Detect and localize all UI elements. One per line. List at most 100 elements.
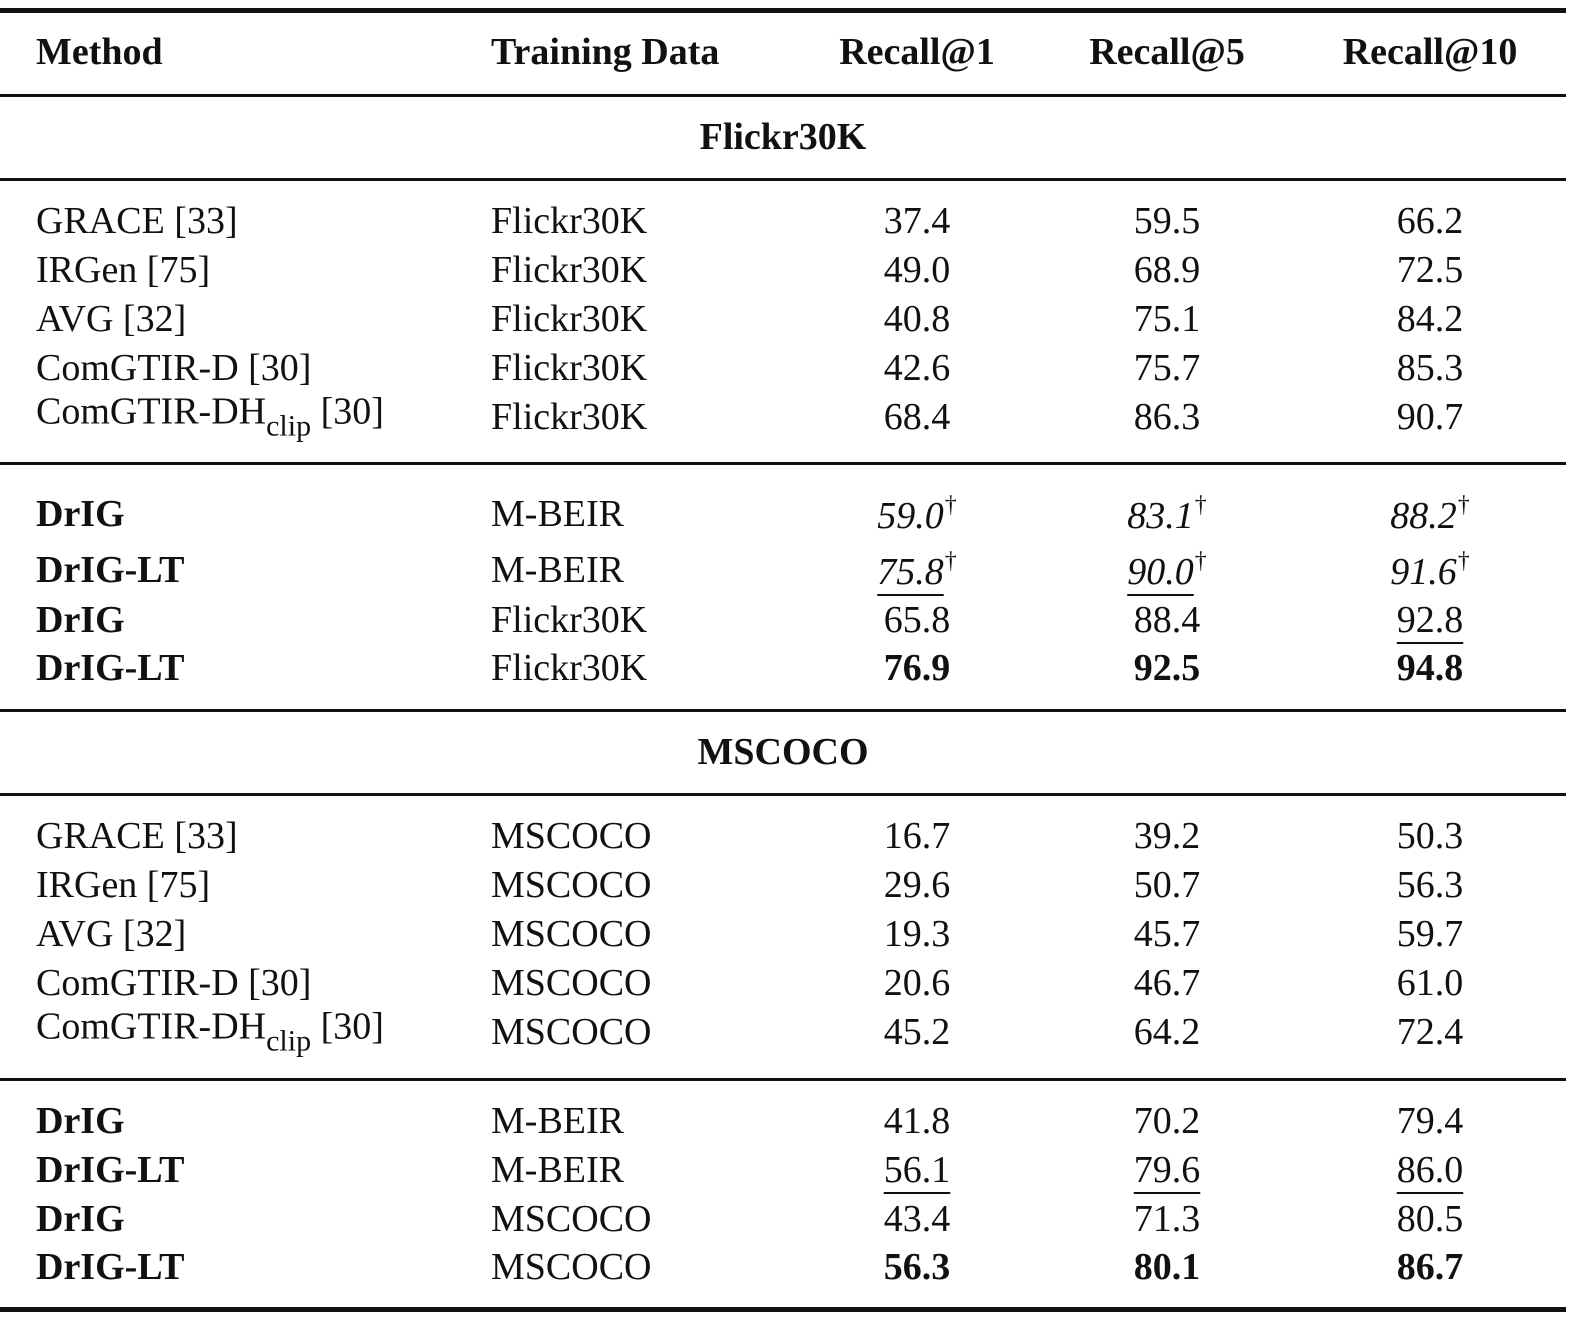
recall-5-value: 83.1† [1127,492,1207,537]
training-data: M-BEIR [491,1149,624,1191]
recall-10-value: 61.0 [1396,962,1464,1004]
recall-10-value: 88.2† [1390,492,1470,537]
recall-10-value: 72.5 [1396,249,1464,291]
recall-5-value: 92.5 [1133,647,1201,689]
recall-1-value: 37.4 [883,200,951,242]
training-data: Flickr30K [491,396,648,438]
recall-5-value: 90.0† [1127,548,1207,593]
recall-1-value: 56.1 [883,1149,951,1191]
method-name: IRGen [75] [36,864,211,906]
recall-5-value: 75.7 [1133,347,1201,389]
header-recall-10: Recall@10 [1342,31,1518,73]
recall-1-value: 19.3 [883,913,951,955]
recall-1-value: 43.4 [883,1198,951,1240]
section-rule [0,709,1566,712]
recall-1-value: 56.3 [883,1246,951,1288]
method-name: DrIG [36,1100,125,1142]
method-name: ComGTIR-D [30] [36,962,312,1004]
dagger-mark: † [1457,492,1470,518]
dagger-mark: † [1457,548,1470,574]
training-data: MSCOCO [491,1198,652,1240]
recall-1-value: 45.2 [883,1011,951,1053]
training-data: Flickr30K [491,298,648,340]
header-recall-1: Recall@1 [839,31,995,73]
method-subscript: clip [266,409,312,443]
header-method: Method [36,31,163,73]
recall-10-value: 56.3 [1396,864,1464,906]
method-name: DrIG-LT [36,1149,185,1191]
recall-1-value: 20.6 [883,962,951,1004]
header-training-data: Training Data [491,31,720,73]
method-name: ComGTIR-D [30] [36,347,312,389]
method-subscript: clip [266,1024,312,1058]
recall-1-value: 49.0 [883,249,951,291]
recall-10-value: 79.4 [1396,1100,1464,1142]
section-title: MSCOCO [697,731,869,773]
recall-1-value: 41.8 [883,1100,951,1142]
recall-10-value: 91.6† [1390,548,1470,593]
bottom-rule [0,1307,1566,1312]
recall-5-value: 64.2 [1133,1011,1201,1053]
recall-10-value: 94.8 [1396,647,1464,689]
recall-1-value: 29.6 [883,864,951,906]
training-data: MSCOCO [491,1246,652,1288]
method-name: DrIG-LT [36,1246,185,1288]
recall-1-value: 16.7 [883,815,951,857]
recall-1-value: 40.8 [883,298,951,340]
training-data: MSCOCO [491,1011,652,1053]
recall-5-value: 80.1 [1133,1246,1201,1288]
method-name: DrIG [36,1198,125,1240]
recall-5-value: 79.6 [1133,1149,1201,1191]
recall-1-value: 42.6 [883,347,951,389]
method-name: DrIG [36,493,125,535]
training-data: MSCOCO [491,815,652,857]
recall-1-value: 75.8† [877,548,957,593]
recall-5-value: 59.5 [1133,200,1201,242]
recall-5-value: 50.7 [1133,864,1201,906]
dagger-mark: † [944,492,957,518]
recall-1-value: 59.0† [877,492,957,537]
header-rule [0,94,1566,97]
recall-10-value: 59.7 [1396,913,1464,955]
training-data: Flickr30K [491,249,648,291]
training-data: M-BEIR [491,1100,624,1142]
method-name: GRACE [33] [36,815,238,857]
dagger-mark: † [1194,548,1207,574]
recall-10-value: 92.8 [1396,599,1464,641]
section-title-rule [0,793,1566,796]
group-rule [0,462,1566,465]
method-name: GRACE [33] [36,200,238,242]
method-name: AVG [32] [36,298,187,340]
method-name: ComGTIR-DHclip [30] [36,1005,384,1058]
dagger-mark: † [944,548,957,574]
training-data: MSCOCO [491,962,652,1004]
training-data: Flickr30K [491,647,648,689]
recall-10-value: 86.0 [1396,1149,1464,1191]
recall-1-value: 65.8 [883,599,951,641]
top-rule [0,8,1566,13]
section-title: Flickr30K [699,116,867,158]
recall-5-value: 39.2 [1133,815,1201,857]
recall-10-value: 84.2 [1396,298,1464,340]
recall-5-value: 45.7 [1133,913,1201,955]
recall-10-value: 50.3 [1396,815,1464,857]
recall-1-value: 68.4 [883,396,951,438]
method-name: IRGen [75] [36,249,211,291]
recall-10-value: 90.7 [1396,396,1464,438]
recall-5-value: 75.1 [1133,298,1201,340]
section-title-rule [0,178,1566,181]
method-name: ComGTIR-DHclip [30] [36,390,384,443]
method-name: DrIG-LT [36,647,185,689]
header-recall-5: Recall@5 [1089,31,1245,73]
training-data: Flickr30K [491,347,648,389]
recall-5-value: 46.7 [1133,962,1201,1004]
training-data: M-BEIR [491,549,624,591]
recall-5-value: 68.9 [1133,249,1201,291]
recall-10-value: 80.5 [1396,1198,1464,1240]
training-data: M-BEIR [491,493,624,535]
recall-5-value: 71.3 [1133,1198,1201,1240]
recall-5-value: 88.4 [1133,599,1201,641]
dagger-mark: † [1194,492,1207,518]
group-rule [0,1078,1566,1081]
recall-10-value: 85.3 [1396,347,1464,389]
